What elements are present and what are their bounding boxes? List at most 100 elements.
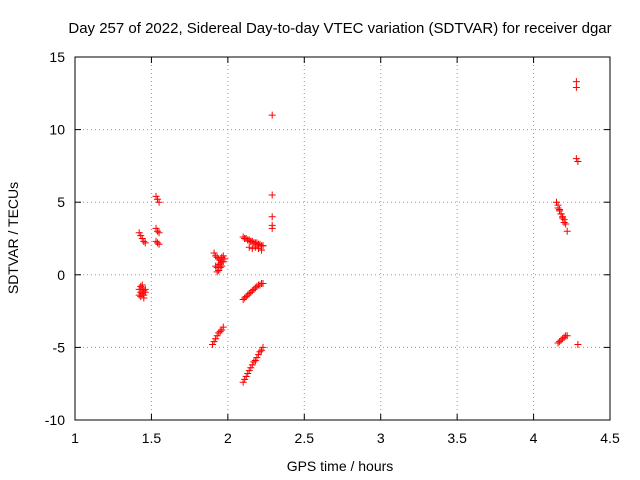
- data-point: [210, 338, 218, 346]
- data-point: [239, 378, 247, 386]
- data-point: [563, 332, 571, 340]
- data-point: [137, 293, 145, 301]
- data-point: [245, 236, 253, 244]
- data-point: [257, 346, 265, 354]
- data-point: [268, 191, 276, 199]
- chart-title: Day 257 of 2022, Sidereal Day-to-day VTE…: [68, 20, 611, 37]
- data-point: [259, 343, 267, 351]
- y-axis-label: SDTVAR / TECUs: [5, 182, 21, 294]
- data-point: [256, 281, 264, 289]
- data-point: [259, 242, 267, 250]
- data-point: [251, 356, 259, 364]
- axis-ticks: 1 1.5 2 2.5 3 3.5 4 4.5 -10 -5 0 5 10 15: [45, 49, 620, 446]
- data-point: [218, 262, 226, 270]
- data-point: [138, 290, 146, 298]
- data-point: [135, 229, 143, 237]
- plot-frame: [74, 56, 611, 421]
- data-point: [141, 239, 149, 247]
- data-point: [212, 335, 220, 343]
- data-points: [135, 78, 582, 386]
- data-point: [574, 158, 582, 166]
- y-tick-label: 15: [49, 49, 65, 65]
- data-point: [210, 249, 218, 257]
- data-point: [141, 288, 149, 296]
- data-point: [247, 364, 255, 372]
- data-point: [152, 224, 160, 232]
- data-point: [574, 340, 582, 348]
- data-point: [253, 239, 261, 247]
- data-point: [140, 237, 148, 245]
- data-point: [556, 338, 564, 346]
- y-tick-label: 5: [57, 194, 65, 210]
- data-point: [250, 358, 258, 366]
- data-point: [213, 268, 221, 276]
- data-point: [212, 252, 220, 260]
- data-point: [268, 224, 276, 232]
- data-point: [155, 229, 163, 237]
- data-point: [244, 291, 252, 299]
- data-point: [256, 240, 264, 248]
- data-point: [562, 220, 570, 228]
- x-tick-label: 4: [530, 430, 538, 446]
- data-point: [253, 282, 261, 290]
- data-point: [253, 354, 261, 362]
- data-point: [219, 258, 227, 266]
- data-point: [247, 288, 255, 296]
- data-point: [155, 198, 163, 206]
- data-point: [245, 290, 253, 298]
- data-point: [248, 245, 256, 253]
- x-tick-label: 4.5: [600, 430, 620, 446]
- data-point: [137, 282, 145, 290]
- data-point: [560, 219, 568, 227]
- y-tick-label: -10: [45, 412, 65, 428]
- data-point: [556, 205, 564, 213]
- data-point: [154, 227, 162, 235]
- data-point: [216, 264, 224, 272]
- data-point: [268, 111, 276, 119]
- data-point: [215, 329, 223, 337]
- data-point: [221, 255, 229, 263]
- data-point: [218, 326, 226, 334]
- data-point: [241, 294, 249, 302]
- data-point: [248, 287, 256, 295]
- data-point: [215, 266, 223, 274]
- data-point: [250, 285, 258, 293]
- y-tick-label: -5: [53, 339, 66, 355]
- data-point: [256, 348, 264, 356]
- data-point: [212, 262, 220, 270]
- grid-lines: [75, 57, 610, 420]
- x-tick-label: 3: [377, 430, 385, 446]
- data-point: [154, 195, 162, 203]
- data-point: [572, 83, 580, 91]
- data-point: [251, 284, 259, 292]
- data-point: [245, 367, 253, 375]
- data-point: [209, 340, 217, 348]
- data-point: [152, 237, 160, 245]
- data-point: [557, 336, 565, 344]
- data-point: [557, 210, 565, 218]
- data-point: [242, 372, 250, 380]
- x-tick-label: 2: [224, 430, 232, 446]
- data-point: [140, 291, 148, 299]
- x-tick-label: 3.5: [447, 430, 467, 446]
- data-point: [559, 335, 567, 343]
- data-point: [559, 214, 567, 222]
- data-point: [554, 201, 562, 209]
- data-point: [259, 280, 267, 288]
- data-point: [268, 213, 276, 221]
- data-point: [248, 361, 256, 369]
- data-point: [563, 227, 571, 235]
- data-point: [560, 333, 568, 341]
- data-point: [155, 240, 163, 248]
- data-point: [137, 232, 145, 240]
- y-tick-label: 0: [57, 267, 65, 283]
- data-point: [242, 293, 250, 301]
- data-point: [152, 192, 160, 200]
- data-point: [245, 243, 253, 251]
- data-point: [248, 237, 256, 245]
- data-point: [244, 370, 252, 378]
- data-point: [219, 323, 227, 331]
- data-point: [239, 295, 247, 303]
- data-point: [154, 239, 162, 247]
